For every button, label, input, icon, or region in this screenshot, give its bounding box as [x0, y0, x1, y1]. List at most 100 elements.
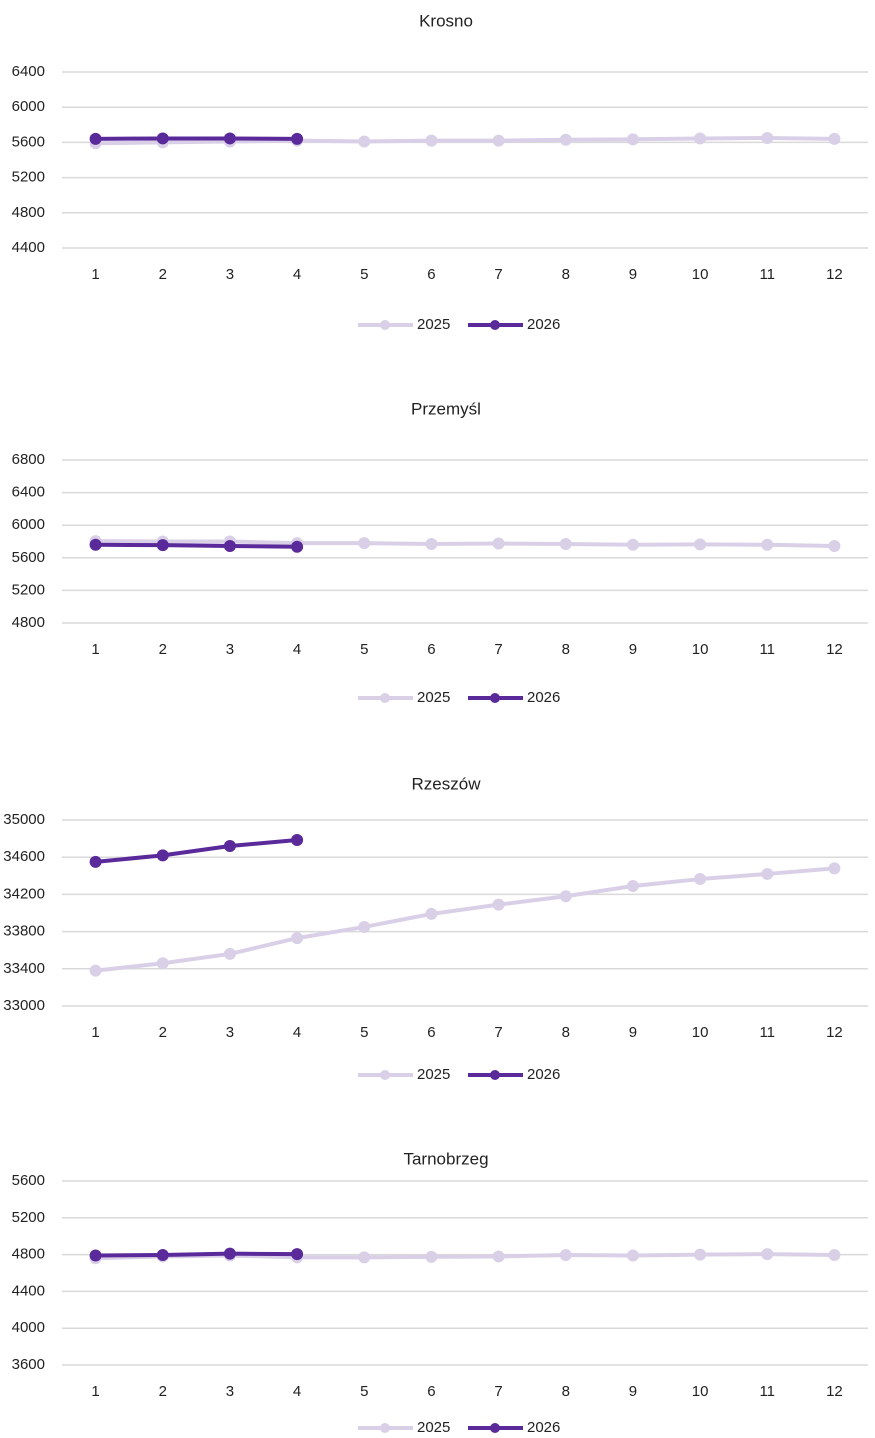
x-tick-label: 11 [759, 1024, 775, 1041]
x-tick-label: 1 [91, 1383, 99, 1400]
x-tick-label: 4 [293, 266, 301, 283]
legend-marker [490, 320, 500, 330]
x-tick-label: 8 [562, 641, 570, 658]
series-point [492, 537, 505, 550]
x-tick-label: 1 [91, 266, 99, 283]
x-tick-label: 12 [826, 1383, 843, 1400]
legend-label: 2025 [417, 1419, 450, 1436]
y-tick-label: 4400 [12, 1282, 45, 1299]
series-point [828, 539, 841, 552]
x-tick-label: 5 [360, 266, 368, 283]
legend-label: 2026 [527, 1419, 560, 1436]
y-tick-label: 5200 [12, 581, 45, 598]
series-line [95, 542, 298, 549]
series-point [761, 132, 774, 144]
x-tick-label: 4 [293, 1024, 301, 1041]
x-tick-label: 10 [692, 1024, 709, 1041]
series-point [425, 537, 438, 550]
series-point [626, 538, 639, 551]
series-point [492, 898, 505, 911]
x-tick-label: 12 [826, 1024, 843, 1041]
y-tick-label: 4000 [12, 1319, 45, 1336]
series-point [761, 538, 774, 551]
series-point [358, 920, 371, 933]
legend-marker [380, 1423, 390, 1433]
legend-marker [490, 1423, 500, 1433]
x-tick-label: 2 [159, 1383, 167, 1400]
chart-title: Krosno [419, 11, 473, 30]
x-tick-label: 9 [629, 1383, 637, 1400]
x-tick-label: 12 [826, 266, 843, 283]
x-tick-label: 11 [759, 641, 775, 658]
x-tick-label: 5 [360, 1024, 368, 1041]
series-point [89, 132, 102, 145]
y-tick-label: 6000 [12, 516, 45, 533]
series-line [95, 539, 835, 548]
y-tick-label: 34600 [3, 848, 45, 865]
series-point [358, 537, 371, 550]
x-tick-label: 2 [159, 1024, 167, 1041]
series-point [626, 133, 639, 146]
series-point [156, 1249, 169, 1262]
y-tick-label: 6400 [12, 63, 45, 80]
x-tick-label: 3 [226, 1024, 234, 1041]
series-point [156, 539, 169, 552]
series-point [425, 1250, 438, 1263]
legend-marker [380, 1070, 390, 1080]
series-point [291, 540, 304, 553]
y-tick-label: 5600 [12, 1172, 45, 1189]
series-line [95, 838, 298, 864]
series-point [223, 539, 236, 552]
series-point [358, 1251, 371, 1264]
series-point [559, 133, 572, 146]
series-point [358, 135, 371, 148]
series-point [492, 134, 505, 147]
series-point [559, 890, 572, 903]
x-tick-label: 10 [692, 641, 709, 658]
series-point [156, 957, 169, 970]
series-point [156, 132, 169, 145]
series-point [626, 1249, 639, 1262]
series-point [89, 538, 102, 551]
y-tick-label: 6000 [12, 98, 45, 115]
series-point [559, 537, 572, 550]
x-tick-label: 5 [360, 641, 368, 658]
chart-title: Przemyśl [411, 399, 481, 418]
series-point [223, 840, 236, 853]
x-tick-label: 9 [629, 641, 637, 658]
series-line [95, 1251, 298, 1258]
series-point [291, 1248, 304, 1261]
x-tick-label: 4 [293, 1383, 301, 1400]
x-tick-label: 6 [427, 266, 435, 283]
y-tick-label: 35000 [3, 811, 45, 828]
x-tick-label: 8 [562, 1024, 570, 1041]
y-tick-label: 4400 [12, 239, 45, 256]
series-point [761, 867, 774, 880]
x-tick-label: 7 [494, 1024, 502, 1041]
y-tick-label: 5200 [12, 169, 45, 186]
x-tick-label: 7 [494, 1383, 502, 1400]
series-point [89, 1249, 102, 1262]
y-tick-label: 4800 [12, 1246, 45, 1263]
series-point [828, 862, 841, 875]
series-point [291, 833, 304, 846]
series-point [492, 1250, 505, 1263]
y-tick-label: 33800 [3, 923, 45, 940]
x-tick-label: 10 [692, 1383, 709, 1400]
series-point [425, 907, 438, 920]
x-tick-label: 4 [293, 641, 301, 658]
series-point [694, 132, 707, 145]
y-tick-label: 5600 [12, 549, 45, 566]
x-tick-label: 11 [759, 266, 775, 283]
x-tick-label: 3 [226, 641, 234, 658]
x-tick-label: 5 [360, 1383, 368, 1400]
y-tick-label: 5600 [12, 133, 45, 150]
series-line [95, 866, 835, 973]
y-tick-label: 3600 [12, 1356, 45, 1373]
series-point [223, 947, 236, 960]
y-tick-label: 4800 [12, 204, 45, 221]
series-point [828, 1249, 841, 1262]
